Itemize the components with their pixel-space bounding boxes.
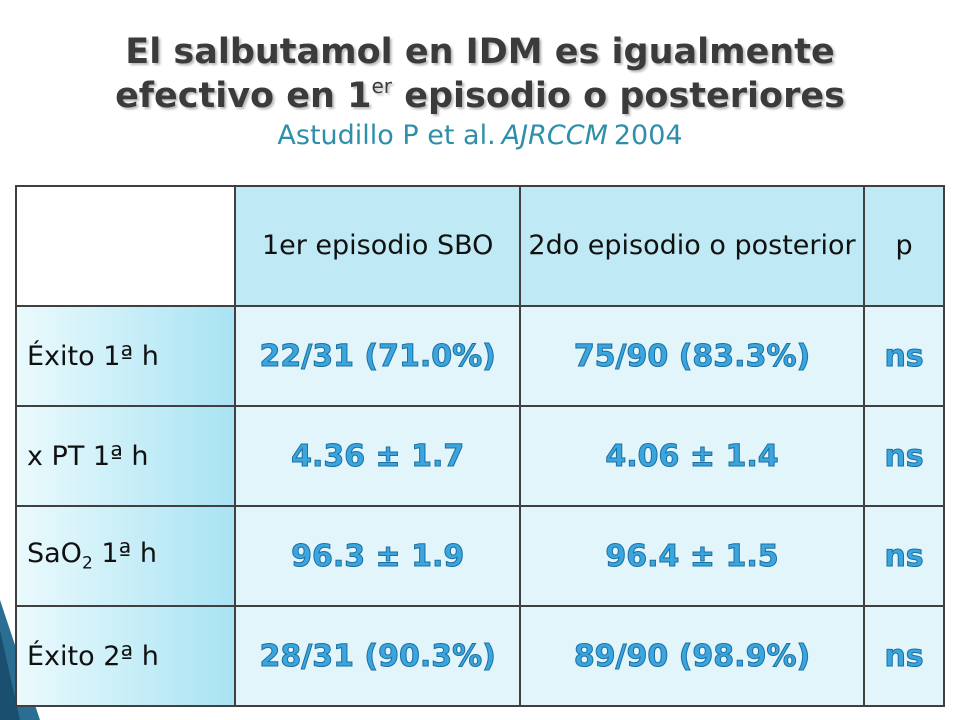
citation-journal: AJRCCM	[501, 120, 608, 151]
value-cell: 96.4 ± 1.5	[518, 505, 866, 607]
label-text: x PT 1ª h	[27, 440, 149, 472]
value-cell: ns	[863, 505, 945, 607]
title-superscript: er	[371, 74, 393, 98]
corner-cell	[14, 185, 237, 307]
value-cell: ns	[863, 305, 945, 407]
label-text: Éxito 2ª h	[27, 640, 159, 672]
row-label: Éxito 1ª h	[14, 305, 237, 407]
table-row: Éxito 1ª h 22/31 (71.0%) 75/90 (83.3%) ns	[14, 305, 945, 407]
citation: Astudillo P et al. AJRCCM 2004	[0, 118, 960, 154]
value-cell: 4.36 ± 1.7	[234, 405, 521, 507]
header-cell: 1er episodio SBO	[234, 185, 521, 307]
header-row: 1er episodio SBO 2do episodio o posterio…	[14, 185, 945, 307]
value-cell: ns	[863, 405, 945, 507]
value-cell: 96.3 ± 1.9	[234, 505, 521, 607]
value-cell: 4.06 ± 1.4	[518, 405, 866, 507]
title-line: El salbutamol en IDM es igualmente	[125, 32, 835, 72]
row-label: SaO2 1ª h	[14, 505, 237, 607]
title-text: episodio o posteriores	[392, 76, 845, 116]
value-cell: 22/31 (71.0%)	[234, 305, 521, 407]
label-text: 1ª h	[92, 538, 157, 570]
row-label: x PT 1ª h	[14, 405, 237, 507]
value-cell: 89/90 (98.9%)	[518, 605, 866, 707]
label-text: SaO	[27, 538, 82, 570]
value-cell: 28/31 (90.3%)	[234, 605, 521, 707]
table-row: x PT 1ª h 4.36 ± 1.7 4.06 ± 1.4 ns	[14, 405, 945, 507]
header-cell: 2do episodio o posterior	[518, 185, 866, 307]
table-body: 1er episodio SBO 2do episodio o posterio…	[14, 185, 945, 707]
row-label: Éxito 2ª h	[14, 605, 237, 707]
title-text: efectivo en 1	[115, 76, 372, 116]
citation-year: 2004	[613, 120, 683, 151]
table-row: SaO2 1ª h 96.3 ± 1.9 96.4 ± 1.5 ns	[14, 505, 945, 607]
citation-authors: Astudillo P et al.	[277, 120, 496, 151]
results-table: 1er episodio SBO 2do episodio o posterio…	[14, 185, 945, 707]
header-cell: p	[863, 185, 945, 307]
corner-shape	[0, 630, 20, 720]
value-cell: 75/90 (83.3%)	[518, 305, 866, 407]
value-cell: ns	[863, 605, 945, 707]
table-row: Éxito 2ª h 28/31 (90.3%) 89/90 (98.9%) ns	[14, 605, 945, 707]
label-text: Éxito 1ª h	[27, 340, 159, 372]
title: El salbutamol en IDM es igualmente efect…	[0, 30, 960, 154]
label-text: 2	[81, 553, 93, 574]
title-line: efectivo en 1er episodio o posteriores	[0, 74, 960, 118]
